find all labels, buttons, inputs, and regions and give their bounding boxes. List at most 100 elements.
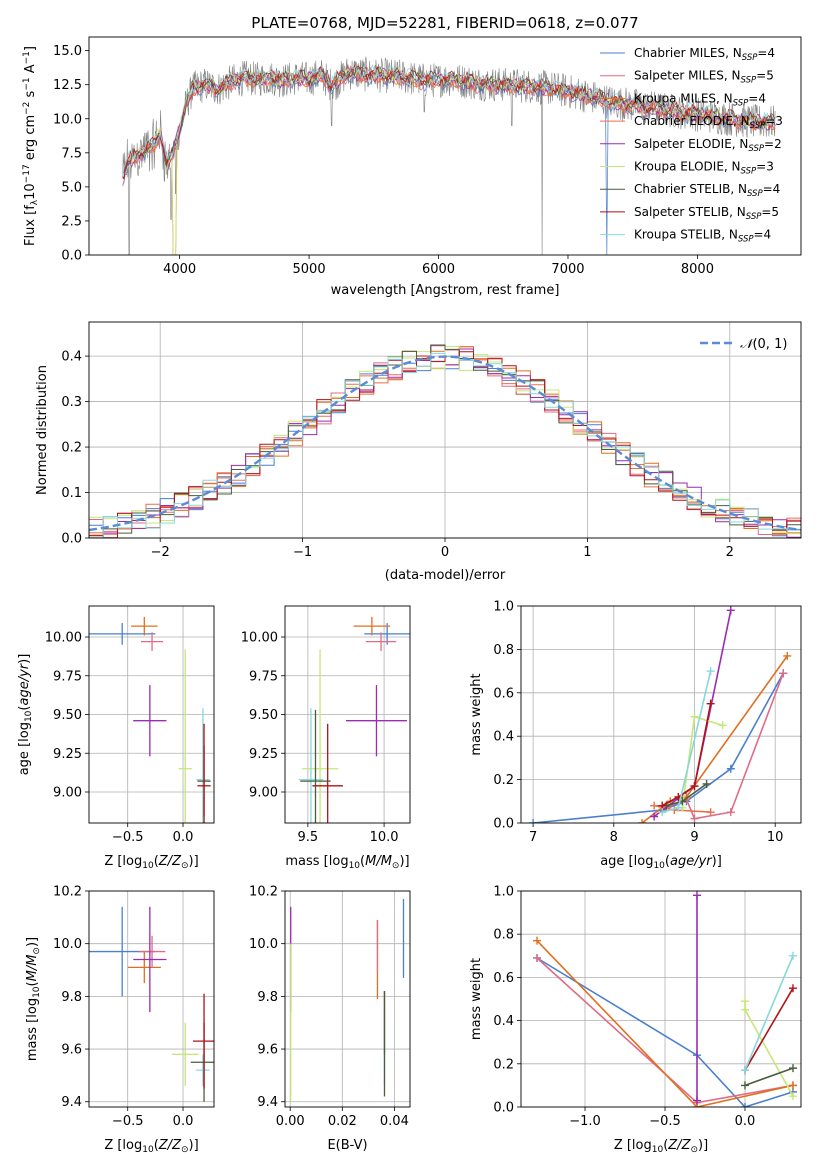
- legend-entry: Chabrier ELODIE, NSSP=3: [634, 114, 783, 131]
- gaussian-curve: [89, 355, 801, 532]
- residual-histogram: [89, 351, 801, 538]
- x-tick-label: 4000: [163, 262, 196, 277]
- weight-line: [744, 1001, 794, 1097]
- y-axis-label: age [log10(age/yr)]: [17, 654, 34, 776]
- x-tick-label: 1: [583, 545, 591, 560]
- label-part: (: [17, 706, 32, 711]
- y-tick-label: 9.75: [249, 669, 278, 684]
- y-tick-label: 9.8: [257, 990, 278, 1005]
- weight-marker: [741, 1005, 749, 1014]
- y-tick-label: 10.0: [249, 937, 278, 952]
- model-spectrum: [122, 64, 776, 180]
- legend-suffix: =3: [765, 114, 783, 128]
- model-spectrum: [122, 66, 776, 255]
- y-axis-label: Normed distribution: [35, 365, 50, 495]
- y-tick-label: 0.1: [61, 486, 82, 501]
- y-tick-label: 10.2: [249, 885, 278, 900]
- axes-frame: [284, 605, 411, 824]
- label-part: Z/Z: [667, 1138, 691, 1153]
- legend-suffix: =3: [756, 160, 774, 174]
- y-tick-label: 9.8: [61, 990, 82, 1005]
- x-tick-label: 10.0: [370, 830, 399, 845]
- legend-text: Chabrier MILES, N: [634, 46, 742, 60]
- y-tick-label: 10.00: [45, 631, 82, 646]
- label-part: age/yr: [17, 662, 32, 705]
- x-tick-label: 8000: [681, 262, 714, 277]
- label-part: )]: [712, 854, 722, 869]
- legend-entry: Kroupa ELODIE, NSSP=3: [634, 160, 774, 177]
- x-tick-label: 9.5: [298, 830, 319, 845]
- weight-marker: [741, 1103, 749, 1107]
- x-tick-label: 0.0: [173, 830, 194, 845]
- y-tick-label: 10.2: [53, 885, 82, 900]
- label-part: 10: [653, 861, 665, 871]
- legend-suffix: =5: [756, 69, 774, 83]
- y-axis-label: Flux [fλ10−17 erg cm−2 s−1 A−1]: [22, 46, 40, 246]
- axes-mass-weight-vs-age: 7 8 9 10 0.0 0.2 0.4 0.6 0.8 1.0 mass weight age [l…: [469, 600, 802, 871]
- label-part: )]: [189, 1138, 199, 1153]
- plot-area-mass-weight-vs-age: [529, 606, 792, 823]
- label-part: (: [154, 1138, 159, 1153]
- legend-suffix: =4: [754, 228, 772, 242]
- legend-entry: 𝒩(0, 1): [740, 337, 787, 352]
- label-part: )]: [399, 854, 409, 869]
- label-part: 10: [349, 861, 361, 871]
- label-part: Z [log: [104, 854, 142, 869]
- y-tick-label: 9.00: [249, 786, 278, 801]
- y-tick-label: 9.4: [61, 1095, 82, 1110]
- weight-line: [744, 987, 794, 1071]
- weight-marker: [690, 782, 699, 791]
- weight-line: [661, 703, 712, 807]
- x-axis-label: (data-model)/error: [385, 568, 506, 583]
- legend-entry: Salpeter ELODIE, NSSP=2: [634, 137, 782, 154]
- weight-marker: [693, 1096, 701, 1105]
- x-tick-label: 0.0: [173, 1114, 194, 1129]
- axes-age-vs-mass: 9.5 10.0 9.00 9.25 9.50 9.75 10.00 mass [log10(…: [241, 605, 411, 871]
- y-tick-label: 0.3: [61, 395, 82, 410]
- y-axis-label: mass weight: [469, 958, 484, 1040]
- model-spectrum: [122, 66, 776, 180]
- plot-area-age-vs-Z: [89, 616, 211, 823]
- y-tick-label: 9.75: [53, 669, 82, 684]
- x-tick-label: 5000: [293, 262, 326, 277]
- weight-marker: [650, 801, 659, 810]
- y-tick-label: 9.50: [249, 708, 278, 723]
- weight-marker: [674, 803, 683, 812]
- y-tick-label: 9.4: [257, 1095, 278, 1110]
- label-part: )]: [189, 854, 199, 869]
- label-part: −2: [22, 102, 32, 115]
- label-part: −1: [22, 51, 32, 64]
- axes-frame: [520, 605, 802, 824]
- legend-suffix: =4: [763, 182, 781, 196]
- y-tick-label: 9.00: [53, 786, 82, 801]
- legend-text: (0, 1): [752, 337, 787, 352]
- weight-marker: [658, 808, 667, 817]
- legend-entry: Chabrier MILES, NSSP=4: [634, 46, 775, 63]
- label-part: Z [log: [104, 1138, 142, 1153]
- residual-histogram: [89, 352, 801, 538]
- label-part: 10: [142, 861, 154, 871]
- axes-frame: [88, 36, 802, 256]
- x-tick-label: 9: [690, 830, 698, 845]
- x-axis-label: age [log10(age/yr)]: [600, 854, 722, 871]
- plot-area-mass-vs-EBV: [290, 898, 405, 1102]
- x-tick-label: 0: [441, 545, 449, 560]
- y-tick-label: 9.6: [257, 1043, 278, 1058]
- legend-sub: SSP: [747, 189, 763, 199]
- label-part: 10: [24, 710, 34, 722]
- y-tick-label: 7.5: [61, 146, 82, 161]
- x-tick-label: −0.5: [649, 1114, 681, 1129]
- weight-marker: [789, 984, 797, 993]
- legend-text: Salpeter ELODIE, N: [634, 137, 748, 151]
- label-part: )]: [698, 1138, 708, 1153]
- label-part: −1: [22, 77, 32, 90]
- x-axis-label: wavelength [Angstrom, rest frame]: [331, 283, 560, 298]
- legend-entry: Salpeter STELIB, NSSP=5: [634, 205, 779, 222]
- axes-mass-weight-vs-Z: −1.0 −0.5 0.0 0.0 0.2 0.4 0.6 0.8 1.0 mass weight…: [469, 885, 802, 1155]
- plot-area-mass-vs-Z: [89, 906, 214, 1102]
- y-axis-label: mass [log10(M/M⊙)]: [25, 937, 42, 1061]
- label-part: 10: [142, 1145, 154, 1155]
- label-part: Z [log: [614, 1138, 652, 1153]
- label-part: erg cm: [23, 115, 38, 164]
